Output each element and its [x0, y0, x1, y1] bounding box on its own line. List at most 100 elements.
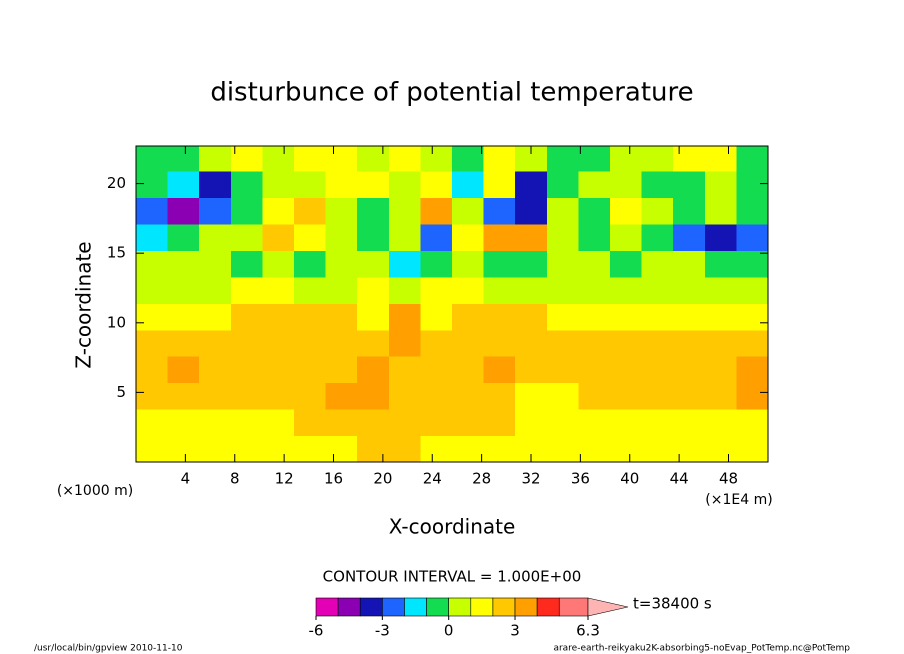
- field-cell: [388, 276, 421, 304]
- y-tick-label: 15: [107, 244, 126, 262]
- field-cell: [294, 409, 327, 437]
- field-cell: [546, 329, 579, 357]
- field-cell: [357, 382, 390, 410]
- field-cell: [736, 223, 768, 251]
- x-tick-label: 24: [423, 470, 442, 488]
- field-cell: [704, 276, 737, 304]
- field-cell: [641, 303, 674, 331]
- time-label: t=38400 s: [633, 595, 712, 613]
- field-cell: [483, 197, 516, 225]
- field-cell: [515, 276, 548, 304]
- field-cell: [420, 356, 453, 384]
- field-cell: [704, 382, 737, 410]
- field-cell: [388, 435, 421, 462]
- field-cell: [610, 197, 643, 225]
- field-cell: [736, 146, 768, 172]
- field-cell: [483, 356, 516, 384]
- y-tick-label: 5: [116, 383, 126, 401]
- field-cell: [546, 356, 579, 384]
- field-cell: [515, 409, 548, 437]
- field-cell: [452, 146, 485, 172]
- field-cell: [199, 303, 232, 331]
- field-cell: [452, 223, 485, 251]
- field-cell: [388, 409, 421, 437]
- field-cell: [136, 303, 169, 331]
- field-cell: [420, 197, 453, 225]
- colorbar-tick-label: 6.3: [576, 622, 600, 640]
- footer-left: /usr/local/bin/gpview 2010-11-10: [34, 644, 183, 654]
- colorbar-box: [536, 597, 560, 617]
- field-cell: [262, 250, 295, 278]
- field-cell: [515, 171, 548, 199]
- field-cell: [357, 171, 390, 199]
- field-cell: [736, 276, 768, 304]
- field-cell: [610, 146, 643, 172]
- field-cell: [167, 303, 200, 331]
- field-cell: [610, 276, 643, 304]
- field-cell: [704, 171, 737, 199]
- field-cell: [294, 435, 327, 462]
- field-cell: [578, 356, 611, 384]
- field-cell: [230, 382, 263, 410]
- field-cell: [515, 197, 548, 225]
- field-cell: [641, 329, 674, 357]
- field-cell: [673, 435, 706, 462]
- field-cell: [452, 303, 485, 331]
- field-cell: [610, 329, 643, 357]
- field-cell: [294, 223, 327, 251]
- field-cell: [325, 276, 358, 304]
- x-tick-label: 36: [571, 470, 590, 488]
- contour-interval: CONTOUR INTERVAL = 1.000E+00: [323, 568, 582, 586]
- colorbar-box: [448, 597, 472, 617]
- field-cell: [388, 171, 421, 199]
- field-cell: [167, 197, 200, 225]
- field-cell: [230, 146, 263, 172]
- field-cell: [546, 303, 579, 331]
- field-cell: [610, 382, 643, 410]
- field-cell: [546, 382, 579, 410]
- field-cell: [420, 303, 453, 331]
- field-cell: [641, 409, 674, 437]
- field-cell: [230, 223, 263, 251]
- field-cell: [641, 435, 674, 462]
- field-cell: [578, 303, 611, 331]
- field-cell: [736, 435, 768, 462]
- field-cell: [357, 276, 390, 304]
- colorbar-box: [470, 597, 494, 617]
- field-cell: [704, 356, 737, 384]
- field-cell: [483, 382, 516, 410]
- field-cell: [325, 435, 358, 462]
- field-cell: [483, 303, 516, 331]
- field-cell: [578, 223, 611, 251]
- field-cell: [262, 409, 295, 437]
- colorbar-box: [404, 597, 427, 617]
- field-cell: [230, 276, 263, 304]
- field-cell: [167, 276, 200, 304]
- field-cell: [578, 250, 611, 278]
- field-cell: [736, 409, 768, 437]
- field-cell: [483, 435, 516, 462]
- field-cell: [704, 409, 737, 437]
- field-cell: [578, 197, 611, 225]
- field-cell: [167, 409, 200, 437]
- field-cell: [736, 250, 768, 278]
- field-cell: [420, 329, 453, 357]
- field-cell: [136, 223, 169, 251]
- field-cell: [136, 171, 169, 199]
- colorbar-box: [382, 597, 405, 617]
- field-cell: [420, 382, 453, 410]
- x-tick-label: 16: [324, 470, 343, 488]
- field-cell: [704, 303, 737, 331]
- field-cell: [641, 197, 674, 225]
- field-cell: [167, 250, 200, 278]
- field-cell: [167, 356, 200, 384]
- x-tick-label: 32: [521, 470, 540, 488]
- field-cell: [673, 356, 706, 384]
- field-cell: [325, 329, 358, 357]
- field-cell: [736, 171, 768, 199]
- field-cell: [546, 250, 579, 278]
- field-cell: [546, 223, 579, 251]
- field-cell: [199, 276, 232, 304]
- field-cell: [388, 146, 421, 172]
